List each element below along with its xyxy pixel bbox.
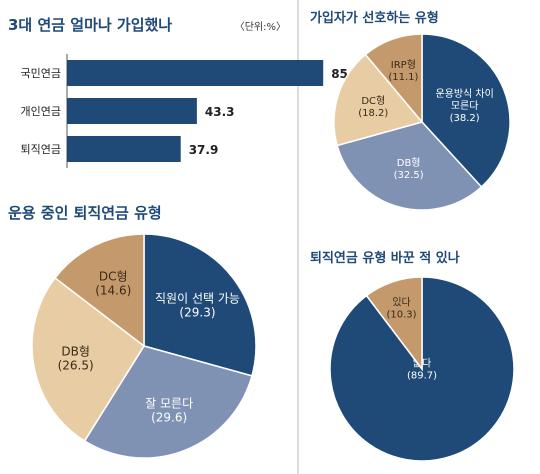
pie3-marks-slice-value: (89.7)	[407, 370, 437, 381]
pie2-marks-slice-value: (38.2)	[450, 113, 480, 124]
pie1-marks-slice-3	[31, 276, 145, 442]
pie3-marks-slice-value: (10.3)	[386, 309, 416, 320]
pie1-marks-slice-label: DB형	[61, 344, 90, 358]
bar-category-label: 퇴직연금	[21, 143, 61, 156]
bar-3	[67, 136, 181, 162]
pie1-marks-slice-value: (14.6)	[95, 284, 131, 298]
pie1-marks-slice-value: (29.3)	[179, 305, 215, 319]
pie2-marks-slice-label: 운용방식 차이	[435, 88, 493, 100]
pie1-marks-slice-label: 잘 모른다	[145, 397, 193, 411]
pie2-marks-slice-value: (18.2)	[358, 108, 388, 119]
pie1-marks-slice-value: (26.5)	[58, 358, 94, 372]
pie-chart-retirement-pension-types: 운용 중인 퇴직연금 유형 직원이 선택 가능(29.3) 잘 모른다(29.6)…	[8, 204, 257, 459]
pie2-marks-slice-1	[421, 33, 511, 188]
pie2-marks-slice-4	[364, 33, 423, 125]
bar-2	[67, 98, 197, 124]
bar-chart-title: 3대 연금 얼마나 가입했나	[8, 16, 172, 34]
bar-value-label: 37.9	[189, 143, 219, 157]
bar-chart-unit-note: 〈단위:%〉	[235, 20, 286, 33]
bar-value-label: 43.3	[205, 105, 235, 119]
pie2-marks-slice-3	[333, 53, 424, 147]
bar-category-label: 개인연금	[21, 105, 61, 118]
pie2-marks-slice-label: DB형	[397, 157, 421, 169]
pie3-marks-slice-label: 있다	[392, 296, 410, 308]
pie-chart-type-changed: 퇴직연금 유형 바꾼 적 있나 없다(89.7)있다(10.3)	[310, 250, 515, 462]
pie1-marks-slice-4	[54, 233, 145, 348]
pie1-marks-slice-2	[83, 345, 253, 459]
bar-1	[67, 60, 324, 86]
pie1-marks-slice-label: 직원이 선택 가능	[155, 291, 240, 305]
pie2-marks-slice-label: 모른다	[451, 100, 479, 112]
pie2-marks-slice-label: IRP형	[391, 59, 416, 71]
pie3-marks-slice-2	[365, 276, 423, 372]
pie3-title: 퇴직연금 유형 바꾼 적 있나	[310, 250, 460, 266]
bar-category-label: 국민연금	[21, 67, 61, 80]
pie1-marks-slice-label: DC형	[99, 270, 128, 284]
pie2-marks-slice-2	[336, 121, 483, 211]
pie2-title: 가입자가 선호하는 유형	[310, 10, 439, 26]
pie2-marks-slice-value: (11.1)	[388, 72, 418, 83]
pie1-marks-slice-1	[143, 233, 257, 377]
pie1-title: 운용 중인 퇴직연금 유형	[8, 204, 162, 222]
pie2-marks-slice-value: (32.5)	[394, 170, 424, 181]
pie1-marks-slice-value: (29.6)	[151, 411, 187, 425]
pie2-marks-slice-label: DC형	[361, 95, 385, 107]
